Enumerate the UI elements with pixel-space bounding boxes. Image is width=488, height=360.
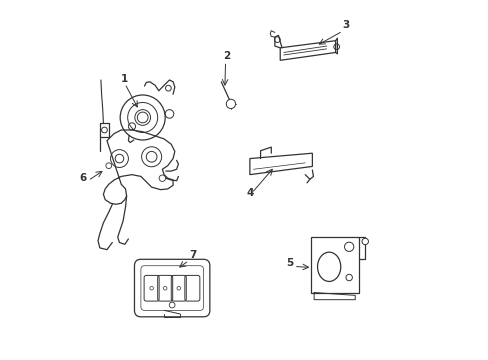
Circle shape bbox=[128, 123, 135, 130]
Text: 3: 3 bbox=[342, 20, 349, 30]
Circle shape bbox=[226, 99, 235, 109]
Text: 7: 7 bbox=[189, 250, 196, 260]
Text: 6: 6 bbox=[79, 173, 86, 183]
Text: 1: 1 bbox=[121, 74, 128, 84]
Circle shape bbox=[361, 238, 367, 245]
Text: 4: 4 bbox=[246, 188, 253, 198]
Text: 2: 2 bbox=[223, 50, 230, 60]
Bar bbox=[310, 237, 358, 293]
Text: 5: 5 bbox=[285, 258, 293, 269]
Circle shape bbox=[165, 110, 173, 118]
Circle shape bbox=[137, 112, 148, 123]
